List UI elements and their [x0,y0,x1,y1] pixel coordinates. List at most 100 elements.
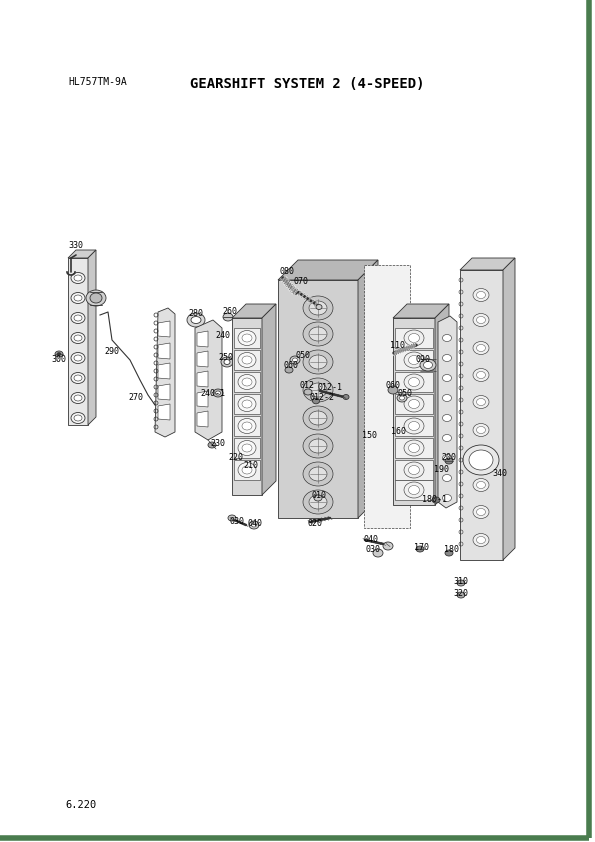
Polygon shape [395,350,433,370]
Ellipse shape [74,295,82,301]
Ellipse shape [238,375,256,390]
Ellipse shape [404,482,424,498]
Ellipse shape [473,369,489,381]
Ellipse shape [477,371,486,379]
Ellipse shape [208,442,216,448]
Ellipse shape [71,372,85,383]
Polygon shape [197,371,208,387]
Ellipse shape [242,334,252,342]
Ellipse shape [242,356,252,364]
Ellipse shape [477,482,486,488]
Ellipse shape [373,549,383,557]
Polygon shape [395,372,433,392]
Ellipse shape [314,495,322,501]
Text: 190: 190 [434,465,449,473]
Ellipse shape [290,356,300,364]
Ellipse shape [457,592,465,598]
Ellipse shape [224,360,230,365]
Text: 210: 210 [243,461,258,471]
Ellipse shape [443,395,452,402]
Ellipse shape [238,331,256,345]
Ellipse shape [409,377,419,386]
Ellipse shape [477,291,486,299]
Ellipse shape [312,398,320,404]
Ellipse shape [473,478,489,492]
Ellipse shape [187,313,205,327]
Polygon shape [234,394,260,414]
Text: 050: 050 [397,390,412,398]
Ellipse shape [71,273,85,284]
Ellipse shape [383,542,393,550]
Polygon shape [155,308,175,437]
Text: 310: 310 [453,578,468,587]
Ellipse shape [404,418,424,434]
Ellipse shape [309,467,327,481]
Ellipse shape [443,434,452,441]
Ellipse shape [74,275,82,281]
Text: 040: 040 [363,536,378,545]
Text: 040: 040 [247,520,262,529]
Polygon shape [234,460,260,480]
Ellipse shape [477,317,486,323]
Text: 6.220: 6.220 [65,800,96,810]
Text: 020: 020 [308,520,323,529]
Ellipse shape [409,444,419,452]
Ellipse shape [473,313,489,327]
Polygon shape [234,328,260,348]
Polygon shape [195,320,222,440]
Text: 160: 160 [391,428,406,436]
Polygon shape [395,438,433,458]
Text: 330: 330 [68,241,83,249]
Polygon shape [234,350,260,370]
Text: 030: 030 [229,518,244,526]
Ellipse shape [409,466,419,475]
Polygon shape [158,363,170,379]
Text: HL757TM-9A: HL757TM-9A [68,77,127,87]
Ellipse shape [473,342,489,354]
Ellipse shape [309,495,327,509]
Ellipse shape [238,462,256,477]
Polygon shape [395,416,433,436]
Ellipse shape [221,357,233,367]
Text: 010: 010 [311,491,326,499]
Ellipse shape [223,313,233,321]
Text: 110: 110 [390,340,405,349]
Ellipse shape [443,334,452,342]
Text: 230: 230 [210,439,225,447]
Polygon shape [68,250,96,258]
Ellipse shape [285,367,293,373]
Ellipse shape [445,458,453,464]
Polygon shape [393,318,435,505]
Text: 090: 090 [416,355,431,365]
Text: 300: 300 [51,354,66,364]
Ellipse shape [424,361,433,369]
Ellipse shape [242,400,252,408]
Ellipse shape [71,392,85,403]
Ellipse shape [309,327,327,341]
Polygon shape [88,250,96,425]
Polygon shape [395,328,433,348]
Text: 012-1: 012-1 [318,383,343,392]
Text: 050: 050 [295,350,310,360]
Text: 240: 240 [215,332,230,340]
Polygon shape [234,438,260,458]
Ellipse shape [303,434,333,458]
Ellipse shape [343,395,349,399]
Ellipse shape [228,515,236,521]
Ellipse shape [399,396,405,400]
Polygon shape [197,411,208,427]
Text: 080: 080 [279,268,294,276]
Ellipse shape [443,375,452,381]
Ellipse shape [477,344,486,351]
Text: 290: 290 [104,348,119,356]
Polygon shape [232,318,262,495]
Ellipse shape [242,378,252,386]
Ellipse shape [409,399,419,408]
Ellipse shape [477,398,486,406]
Ellipse shape [409,333,419,343]
Ellipse shape [477,509,486,515]
Ellipse shape [409,422,419,430]
Ellipse shape [477,455,486,461]
Ellipse shape [213,389,223,397]
Ellipse shape [473,451,489,465]
